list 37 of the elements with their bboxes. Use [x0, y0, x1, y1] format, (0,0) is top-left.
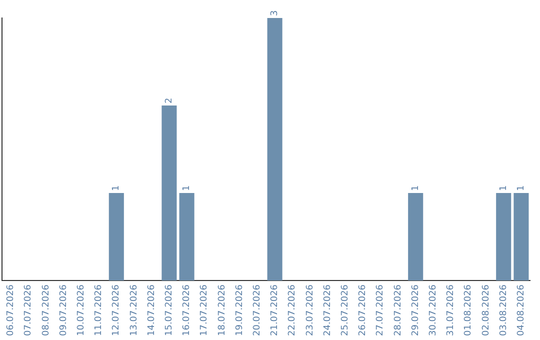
data-label: 1 — [112, 185, 122, 191]
data-label: 1 — [182, 185, 192, 191]
x-tick-label: 02.08.2026 — [481, 284, 492, 336]
x-tick-label: 11.07.2026 — [94, 284, 104, 336]
x-tick-label: 09.07.2026 — [58, 284, 69, 336]
data-label: 1 — [498, 185, 509, 191]
x-tick-label: 28.07.2026 — [393, 284, 404, 336]
x-tick-label: 18.07.2026 — [217, 284, 228, 336]
x-tick-label: 16.07.2026 — [182, 284, 192, 336]
x-tick-label: 04.08.2026 — [516, 284, 527, 336]
x-tick-label: 03.08.2026 — [498, 284, 509, 336]
x-tick-label: 20.07.2026 — [252, 284, 263, 336]
x-tick-label: 19.07.2026 — [234, 284, 245, 336]
x-tick-label: 01.08.2026 — [464, 284, 474, 336]
x-tick-label: 15.07.2026 — [164, 284, 175, 336]
x-tick-label: 25.07.2026 — [340, 284, 351, 336]
x-tick-label: 30.07.2026 — [428, 284, 439, 336]
x-tick-label: 26.07.2026 — [358, 284, 368, 336]
x-tick-label: 06.07.2026 — [6, 284, 16, 336]
x-tick-label: 17.07.2026 — [200, 284, 210, 336]
x-tick-label: 21.07.2026 — [270, 284, 280, 336]
data-label: 1 — [410, 185, 421, 191]
x-tick-label: 24.07.2026 — [322, 284, 333, 336]
x-tick-label: 08.07.2026 — [41, 284, 52, 336]
x-tick-label: 22.07.2026 — [288, 284, 298, 336]
x-tick-label: 07.07.2026 — [24, 284, 34, 336]
x-tick-label: 10.07.2026 — [76, 284, 87, 336]
x-tick-label: 29.07.2026 — [410, 284, 421, 336]
x-tick-label: 14.07.2026 — [146, 284, 157, 336]
data-label: 3 — [270, 10, 280, 16]
x-tick-label: 13.07.2026 — [129, 284, 140, 336]
x-tick-label: 12.07.2026 — [112, 284, 122, 336]
x-tick-label: 27.07.2026 — [376, 284, 386, 336]
x-tick-label: 23.07.2026 — [305, 284, 316, 336]
data-label: 2 — [164, 98, 175, 104]
data-label: 1 — [516, 185, 527, 191]
x-tick-label: 31.07.2026 — [446, 284, 456, 336]
